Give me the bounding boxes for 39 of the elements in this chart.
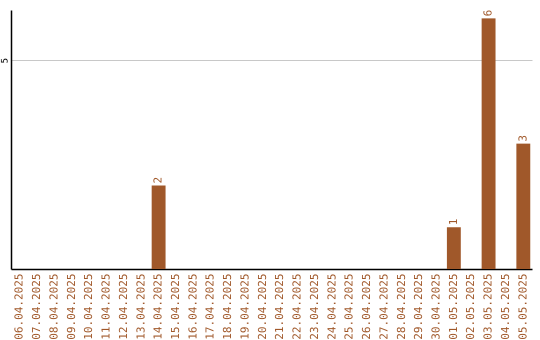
bar <box>152 185 166 269</box>
x-tick-label: 29.04.2025 <box>412 274 426 340</box>
x-tick-label: 20.04.2025 <box>256 274 269 340</box>
data-label: 3 <box>516 135 530 142</box>
x-tick-label: 22.04.2025 <box>290 274 304 340</box>
x-tick-label: 21.04.2025 <box>273 274 286 340</box>
x-tick-label: 04.05.2025 <box>498 274 512 340</box>
x-tick-label: 14.04.2025 <box>152 274 165 340</box>
x-tick-label: 17.04.2025 <box>204 274 217 340</box>
x-tick-label: 19.04.2025 <box>238 274 252 340</box>
x-tick-label: 26.04.2025 <box>360 274 374 340</box>
x-tick-label: 23.04.2025 <box>308 274 321 340</box>
bar <box>516 144 530 269</box>
bar <box>446 227 461 269</box>
x-tick-label: 30.04.2025 <box>429 274 442 340</box>
x-tick-label: 05.05.2025 <box>516 274 530 340</box>
x-tick-label: 10.04.2025 <box>82 274 96 340</box>
x-tick-label: 18.04.2025 <box>221 274 234 340</box>
x-tick-label: 24.04.2025 <box>325 274 338 340</box>
data-label: 2 <box>152 176 165 184</box>
x-tick-label: 08.04.2025 <box>47 274 60 340</box>
x-tick-label: 13.04.2025 <box>134 274 148 340</box>
x-tick-label: 07.04.2025 <box>30 274 44 340</box>
x-tick-label: 15.04.2025 <box>168 274 182 340</box>
y-tick-label: 5 <box>0 58 10 64</box>
x-tick-label: 03.05.2025 <box>482 274 495 340</box>
bar <box>482 18 496 269</box>
x-tick-label: 01.05.2025 <box>446 274 460 340</box>
x-tick-label: 28.04.2025 <box>394 274 408 340</box>
x-tick-label: 06.04.2025 <box>12 274 26 340</box>
x-tick-label: 25.04.2025 <box>342 274 356 340</box>
x-tick-label: 02.05.2025 <box>464 274 478 340</box>
x-tick-label: 09.04.2025 <box>64 274 78 340</box>
x-tick-label: 27.04.2025 <box>377 274 390 340</box>
x-tick-label: 16.04.2025 <box>186 274 200 340</box>
x-tick-label: 12.04.2025 <box>116 274 130 340</box>
x-tick-label: 11.04.2025 <box>100 274 113 340</box>
data-label: 1 <box>446 218 460 226</box>
data-label: 6 <box>482 10 495 16</box>
